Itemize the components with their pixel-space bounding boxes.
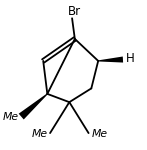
Text: Br: Br bbox=[68, 5, 81, 18]
Text: Me: Me bbox=[2, 112, 19, 122]
Text: H: H bbox=[126, 52, 135, 65]
Text: Me: Me bbox=[31, 129, 47, 139]
Polygon shape bbox=[98, 57, 123, 63]
Polygon shape bbox=[19, 93, 48, 120]
Text: Me: Me bbox=[91, 129, 107, 139]
